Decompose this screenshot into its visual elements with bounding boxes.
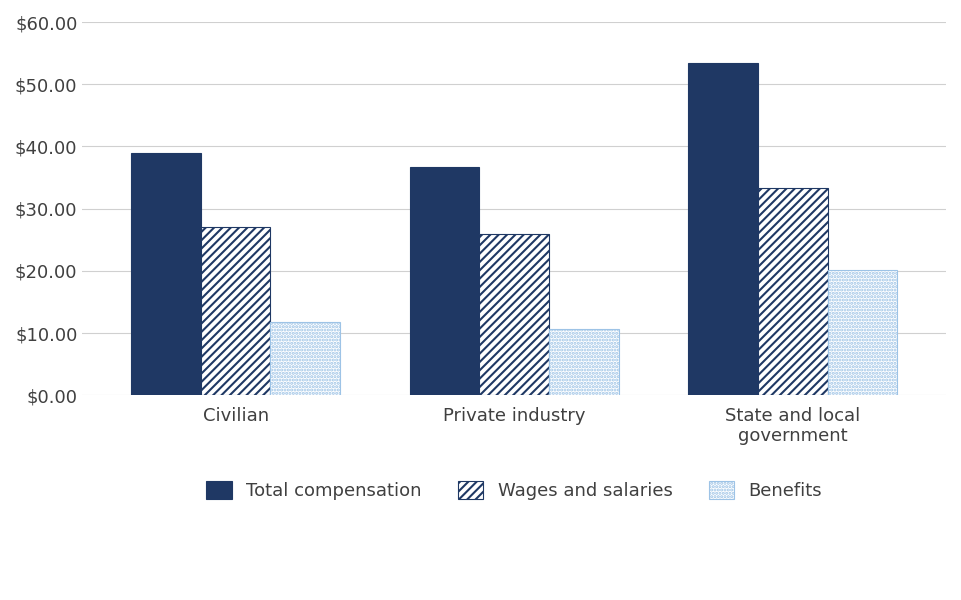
- Bar: [201, 227, 270, 395]
- Bar: [758, 188, 827, 395]
- Bar: [549, 329, 619, 395]
- Bar: [131, 153, 201, 395]
- Bar: [270, 322, 340, 395]
- Bar: [688, 63, 758, 395]
- Bar: [409, 167, 480, 395]
- Legend: Total compensation, Wages and salaries, Benefits: Total compensation, Wages and salaries, …: [197, 472, 831, 509]
- Bar: [480, 234, 549, 395]
- Bar: [827, 270, 898, 395]
